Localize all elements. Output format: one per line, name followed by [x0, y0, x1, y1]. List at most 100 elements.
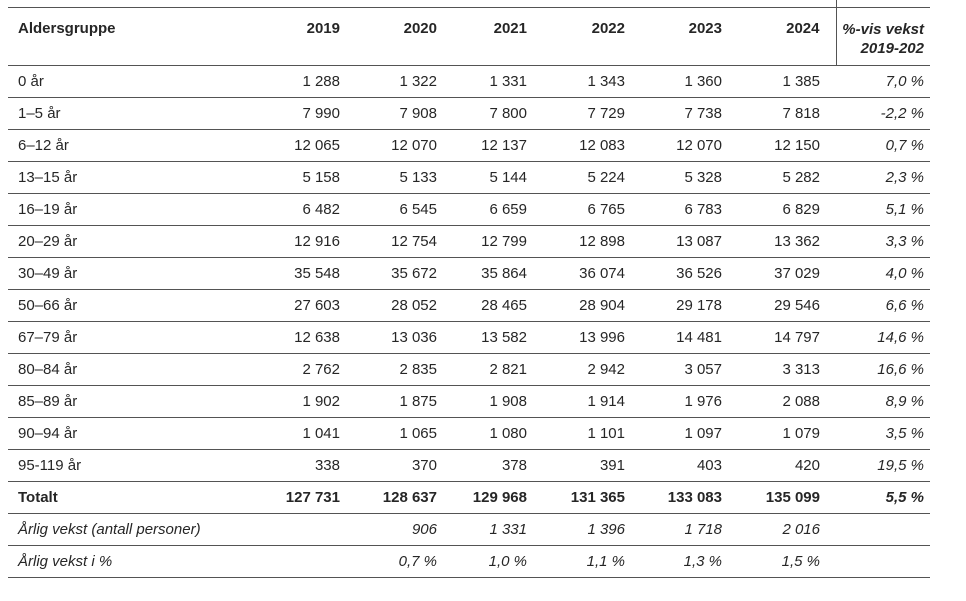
value-cell: 13 996: [579, 328, 625, 346]
value-cell: 7 990: [302, 104, 340, 122]
value-cell: 391: [599, 456, 625, 474]
growth-cell: 16,6 %: [877, 360, 924, 378]
value-cell: [253, 514, 348, 546]
column-header-year: 2022: [591, 20, 625, 37]
table-row: 1–5 år 7 990 7 908 7 800 7 729 7 738 7 818 -2,2…: [8, 98, 930, 130]
value-cell: 128 637: [382, 488, 437, 506]
value-cell: 2 942: [587, 360, 625, 378]
table-row: 16–19 år 6 482 6 545 6 659 6 765 6 783 6 829 5,…: [8, 194, 930, 226]
age-group-cell: 67–79 år: [18, 328, 78, 346]
value-cell: 1 041: [302, 424, 340, 442]
value-cell: 12 137: [481, 136, 527, 154]
table-row: 30–49 år 35 548 35 672 35 864 36 074 36 526 37…: [8, 258, 930, 290]
growth-cell: 0,7 %: [885, 136, 924, 154]
growth-cell: 3,5 %: [885, 424, 924, 442]
table-row: 20–29 år 12 916 12 754 12 799 12 898 13 087 13…: [8, 226, 930, 258]
header-row: Aldersgruppe 2019 2020 2021 2022 2023 2024 %-vi…: [8, 7, 930, 66]
value-cell: 1,1 %: [586, 552, 625, 570]
value-cell: 1 396: [587, 520, 625, 538]
value-cell: 36 526: [676, 264, 722, 282]
value-cell: 3 313: [782, 360, 820, 378]
value-cell: 129 968: [472, 488, 527, 506]
value-cell: 35 672: [391, 264, 437, 282]
value-cell: 6 545: [399, 200, 437, 218]
growth-cell: 14,6 %: [877, 328, 924, 346]
table-row: 90–94 år 1 041 1 065 1 080 1 101 1 097 1 079 3,…: [8, 418, 930, 450]
value-cell: 1 902: [302, 392, 340, 410]
growth-cell: -2,2 %: [880, 104, 924, 122]
value-cell: 28 465: [481, 296, 527, 314]
growth-cell: 8,9 %: [885, 392, 924, 410]
value-cell: 3 057: [684, 360, 722, 378]
table-row: 6–12 år 12 065 12 070 12 137 12 083 12 070 12 …: [8, 130, 930, 162]
value-cell: 5 144: [489, 168, 527, 186]
age-group-cell: 30–49 år: [18, 264, 78, 282]
value-cell: 5 328: [684, 168, 722, 186]
age-group-cell: Totalt: [18, 488, 58, 506]
value-cell: 14 481: [676, 328, 722, 346]
column-header-year: 2019: [306, 20, 340, 37]
value-cell: 12 070: [676, 136, 722, 154]
growth-header-line2: 2019-202: [860, 40, 924, 57]
age-group-cell: 90–94 år: [18, 424, 78, 442]
growth-cell: [836, 546, 930, 578]
value-cell: 131 365: [570, 488, 625, 506]
column-header-year: 2023: [688, 20, 722, 37]
growth-cell: 5,5 %: [885, 488, 924, 506]
table-row: 67–79 år 12 638 13 036 13 582 13 996 14 481 14…: [8, 322, 930, 354]
value-cell: 27 603: [294, 296, 340, 314]
value-cell: 1 875: [399, 392, 437, 410]
value-cell: 2 762: [302, 360, 340, 378]
column-header-year: 2024: [786, 20, 820, 37]
value-cell: 7 908: [399, 104, 437, 122]
value-cell: 5 282: [782, 168, 820, 186]
age-group-cell: 80–84 år: [18, 360, 78, 378]
value-cell: 12 754: [391, 232, 437, 250]
value-cell: 133 083: [667, 488, 722, 506]
value-cell: 338: [314, 456, 340, 474]
value-cell: 6 765: [587, 200, 625, 218]
value-cell: 12 065: [294, 136, 340, 154]
value-cell: 28 052: [391, 296, 437, 314]
age-group-cell: Årlig vekst (antall personer): [18, 520, 201, 538]
table-row: 95-119 år 338 370 378 391 403 420 19,5 %: [8, 450, 930, 482]
value-cell: 12 898: [579, 232, 625, 250]
value-cell: 28 904: [579, 296, 625, 314]
value-cell: 1 097: [684, 424, 722, 442]
value-cell: 1,3 %: [683, 552, 722, 570]
value-cell: 5 158: [302, 168, 340, 186]
growth-cell: 2,3 %: [885, 168, 924, 186]
value-cell: 1 343: [587, 72, 625, 90]
value-cell: 420: [794, 456, 820, 474]
value-cell: 12 070: [391, 136, 437, 154]
column-header-aldersgruppe: Aldersgruppe: [18, 20, 116, 37]
value-cell: 29 546: [774, 296, 820, 314]
value-cell: 1 065: [399, 424, 437, 442]
value-cell: 2 821: [489, 360, 527, 378]
value-cell: 2 088: [782, 392, 820, 410]
header-column-divider-stub: [836, 0, 837, 8]
age-group-cell: 95-119 år: [18, 456, 82, 474]
value-cell: 1,0 %: [488, 552, 527, 570]
column-header-year: 2021: [493, 20, 527, 37]
value-cell: 6 482: [302, 200, 340, 218]
age-group-cell: 85–89 år: [18, 392, 78, 410]
value-cell: 403: [696, 456, 722, 474]
value-cell: 1 101: [587, 424, 625, 442]
age-group-cell: Årlig vekst i %: [18, 552, 113, 570]
value-cell: 12 638: [294, 328, 340, 346]
value-cell: 13 362: [774, 232, 820, 250]
value-cell: 35 548: [294, 264, 340, 282]
growth-cell: 4,0 %: [885, 264, 924, 282]
value-cell: 370: [411, 456, 437, 474]
table-row: 0 år 1 288 1 322 1 331 1 343 1 360 1 385 7,0 %: [8, 66, 930, 98]
value-cell: 7 800: [489, 104, 527, 122]
value-cell: 29 178: [676, 296, 722, 314]
value-cell: 5 224: [587, 168, 625, 186]
age-group-cell: 13–15 år: [18, 168, 78, 186]
table-row: 13–15 år 5 158 5 133 5 144 5 224 5 328 5 282 2,…: [8, 162, 930, 194]
value-cell: 906: [411, 520, 437, 538]
value-cell: 378: [501, 456, 527, 474]
growth-cell: 3,3 %: [885, 232, 924, 250]
value-cell: 36 074: [579, 264, 625, 282]
